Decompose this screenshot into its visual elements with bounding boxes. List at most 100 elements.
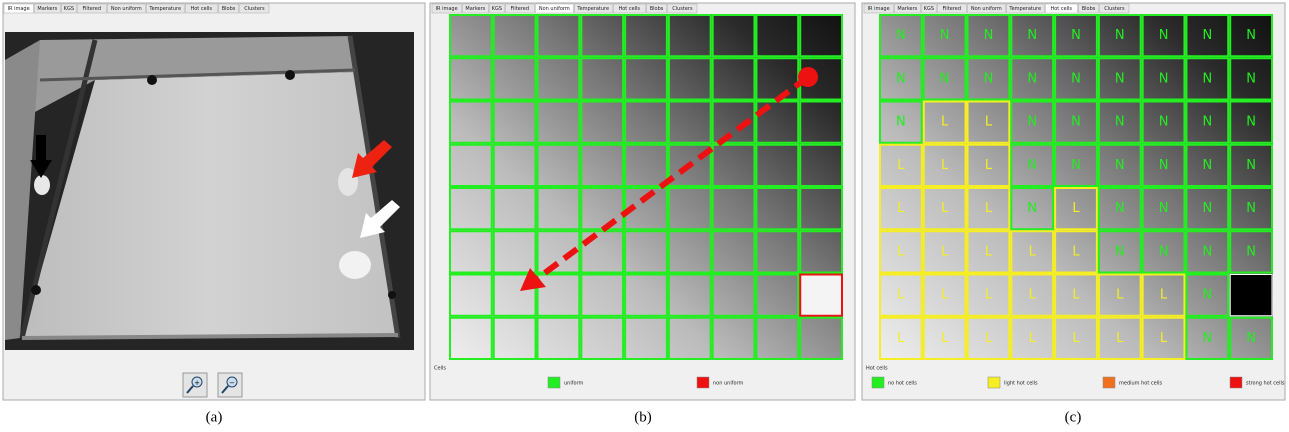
tab-label[interactable]: IR image xyxy=(436,6,458,12)
tab[interactable] xyxy=(1006,3,1045,14)
tab-label[interactable]: Temperature xyxy=(148,6,181,12)
tab[interactable] xyxy=(535,3,574,14)
tab-label[interactable]: Filtered xyxy=(83,6,102,12)
grid-cell xyxy=(1010,187,1055,231)
tab[interactable] xyxy=(461,3,489,14)
tab-label[interactable]: KGS xyxy=(924,6,934,12)
grid-cell xyxy=(536,230,581,274)
grid-cell xyxy=(492,273,537,317)
tab[interactable] xyxy=(863,3,894,14)
tab[interactable] xyxy=(667,3,698,14)
cell-label: L xyxy=(985,331,993,346)
grid-cell xyxy=(536,100,581,144)
svg-text:−: − xyxy=(229,379,235,387)
grid-cell xyxy=(492,143,537,187)
tab-label[interactable]: Temperature xyxy=(576,6,609,12)
tab-label[interactable]: Non uniform xyxy=(539,6,570,12)
grid-cell xyxy=(879,143,923,187)
tab[interactable] xyxy=(1078,3,1100,14)
cell-label: L xyxy=(941,288,949,303)
cell-label: N xyxy=(940,71,950,86)
grid-cell xyxy=(449,14,493,58)
cell-label: N xyxy=(1246,244,1256,259)
tab[interactable] xyxy=(239,3,270,14)
cell-label: L xyxy=(985,158,993,173)
tab-label[interactable]: Non uniform xyxy=(111,6,142,12)
tab-label[interactable]: Temperature xyxy=(1008,6,1041,12)
tab-label[interactable]: Blobs xyxy=(1082,6,1096,12)
tab-label[interactable]: KGS xyxy=(492,6,502,12)
zoom-in-button[interactable]: + xyxy=(182,372,208,398)
tab-label[interactable]: Clusters xyxy=(1104,6,1125,12)
tab-label[interactable]: Hot cells xyxy=(190,6,212,12)
tab-label[interactable]: Hot cells xyxy=(1050,6,1072,12)
grid-cell xyxy=(1010,143,1055,187)
tab[interactable] xyxy=(146,3,185,14)
tab[interactable] xyxy=(107,3,146,14)
tab[interactable] xyxy=(504,3,535,14)
tab[interactable] xyxy=(218,3,240,14)
tab[interactable] xyxy=(574,3,613,14)
cell-label: L xyxy=(1072,201,1080,216)
grid-cell xyxy=(1185,14,1230,58)
grid-cell xyxy=(1097,57,1142,101)
cell-label: L xyxy=(1116,331,1124,346)
tab[interactable] xyxy=(184,3,218,14)
tab[interactable] xyxy=(489,3,505,14)
tab-label[interactable]: Non uniform xyxy=(971,6,1002,12)
grid-cell xyxy=(492,316,537,360)
tab[interactable] xyxy=(921,3,937,14)
tab[interactable] xyxy=(967,3,1006,14)
tab[interactable] xyxy=(936,3,967,14)
grid-cell xyxy=(1141,230,1186,274)
grid-cell xyxy=(449,230,493,274)
grid-cell xyxy=(1054,100,1098,144)
grid-cell xyxy=(711,14,756,58)
tab[interactable] xyxy=(33,3,61,14)
cell-label: L xyxy=(1072,244,1080,259)
tab[interactable] xyxy=(1044,3,1078,14)
grid-cell xyxy=(755,187,800,231)
legend-label: light hot cells xyxy=(1004,381,1038,387)
tab-label[interactable]: KGS xyxy=(64,6,74,12)
tab-label[interactable]: IR image xyxy=(8,6,30,12)
tab-label[interactable]: Clusters xyxy=(244,6,265,12)
tab-label[interactable]: Blobs xyxy=(650,6,664,12)
tab[interactable] xyxy=(1099,3,1130,14)
grid-cell xyxy=(492,230,537,274)
grid-cell xyxy=(966,273,1011,317)
tab-label[interactable]: Filtered xyxy=(511,6,530,12)
tab-label[interactable]: Hot cells xyxy=(618,6,640,12)
grid-cell xyxy=(966,316,1011,360)
tab[interactable] xyxy=(76,3,107,14)
cell-label: N xyxy=(1159,158,1169,173)
tab-label[interactable]: Clusters xyxy=(672,6,693,12)
tab[interactable] xyxy=(3,3,34,14)
cell-label: N xyxy=(1115,158,1125,173)
grid-cell xyxy=(536,273,581,317)
tab[interactable] xyxy=(646,3,668,14)
tab-label[interactable]: Blobs xyxy=(222,6,236,12)
grid-cell xyxy=(879,100,923,144)
grid-cell xyxy=(1141,57,1186,101)
cell-label: L xyxy=(941,201,949,216)
tab-label[interactable]: Filtered xyxy=(943,6,962,12)
grid-cell xyxy=(799,100,844,144)
zoom-out-button[interactable]: − xyxy=(217,372,243,398)
tab-label[interactable]: Markers xyxy=(465,6,485,12)
tab[interactable] xyxy=(61,3,77,14)
grid-cell xyxy=(1185,100,1230,144)
tab-label[interactable]: Markers xyxy=(897,6,917,12)
tab-label[interactable]: IR image xyxy=(868,6,890,12)
tab[interactable] xyxy=(431,3,462,14)
cell-label: L xyxy=(1029,331,1037,346)
cell-label: N xyxy=(984,28,994,43)
tab[interactable] xyxy=(893,3,921,14)
tab-label[interactable]: Markers xyxy=(37,6,57,12)
grid-cell xyxy=(966,187,1011,231)
caption: (b) xyxy=(634,409,652,425)
tab[interactable] xyxy=(612,3,646,14)
grid-cell xyxy=(536,316,581,360)
cell-label: N xyxy=(1159,28,1169,43)
